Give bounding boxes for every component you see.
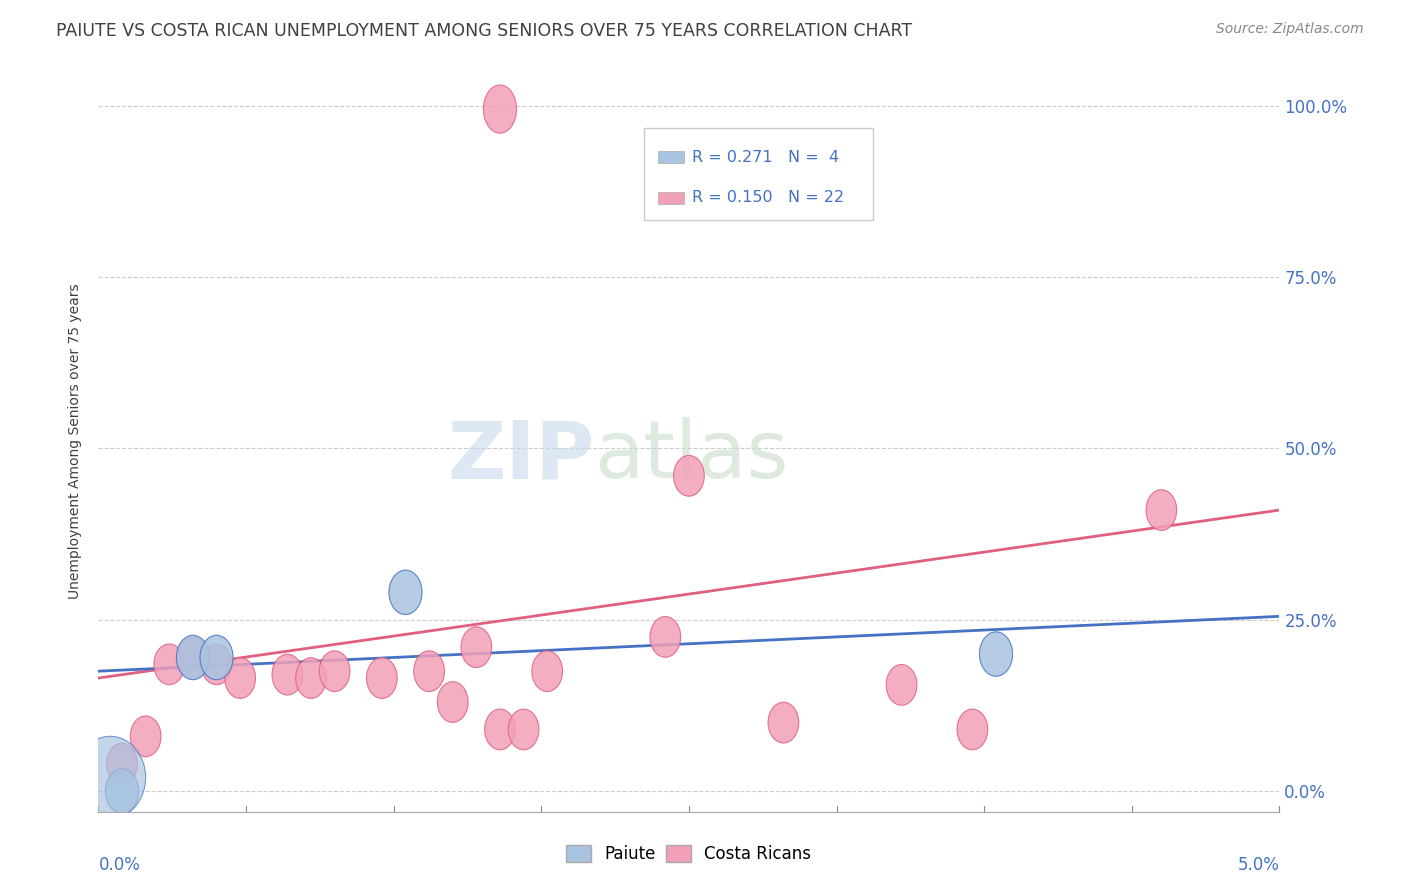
Ellipse shape bbox=[768, 702, 799, 743]
Ellipse shape bbox=[484, 85, 516, 133]
Ellipse shape bbox=[531, 651, 562, 691]
Y-axis label: Unemployment Among Seniors over 75 years: Unemployment Among Seniors over 75 years bbox=[69, 284, 83, 599]
Ellipse shape bbox=[508, 709, 538, 750]
Ellipse shape bbox=[389, 570, 422, 615]
Ellipse shape bbox=[367, 657, 398, 698]
Text: Source: ZipAtlas.com: Source: ZipAtlas.com bbox=[1216, 22, 1364, 37]
Ellipse shape bbox=[957, 709, 988, 750]
Ellipse shape bbox=[1146, 490, 1177, 531]
Text: PAIUTE VS COSTA RICAN UNEMPLOYMENT AMONG SENIORS OVER 75 YEARS CORRELATION CHART: PAIUTE VS COSTA RICAN UNEMPLOYMENT AMONG… bbox=[56, 22, 912, 40]
Text: ZIP: ZIP bbox=[447, 417, 595, 495]
Ellipse shape bbox=[131, 716, 162, 756]
Ellipse shape bbox=[980, 632, 1012, 676]
Text: R = 0.271   N =  4: R = 0.271 N = 4 bbox=[692, 150, 839, 165]
Text: 5.0%: 5.0% bbox=[1237, 856, 1279, 874]
Ellipse shape bbox=[319, 651, 350, 691]
Ellipse shape bbox=[295, 657, 326, 698]
Text: 0.0%: 0.0% bbox=[98, 856, 141, 874]
Ellipse shape bbox=[485, 709, 516, 750]
Ellipse shape bbox=[225, 657, 256, 698]
Ellipse shape bbox=[200, 635, 233, 680]
Ellipse shape bbox=[673, 456, 704, 496]
Ellipse shape bbox=[650, 616, 681, 657]
Ellipse shape bbox=[413, 651, 444, 691]
Ellipse shape bbox=[107, 743, 138, 784]
Ellipse shape bbox=[437, 681, 468, 723]
Ellipse shape bbox=[105, 769, 139, 814]
Ellipse shape bbox=[271, 654, 302, 695]
Ellipse shape bbox=[176, 635, 209, 680]
Ellipse shape bbox=[886, 665, 917, 706]
Ellipse shape bbox=[201, 644, 232, 685]
Text: R = 0.150   N = 22: R = 0.150 N = 22 bbox=[692, 190, 844, 205]
Ellipse shape bbox=[461, 627, 492, 667]
Legend: Paiute, Costa Ricans: Paiute, Costa Ricans bbox=[560, 838, 818, 870]
Ellipse shape bbox=[153, 644, 184, 685]
Ellipse shape bbox=[177, 637, 208, 678]
Ellipse shape bbox=[75, 736, 146, 819]
Text: atlas: atlas bbox=[595, 417, 789, 495]
